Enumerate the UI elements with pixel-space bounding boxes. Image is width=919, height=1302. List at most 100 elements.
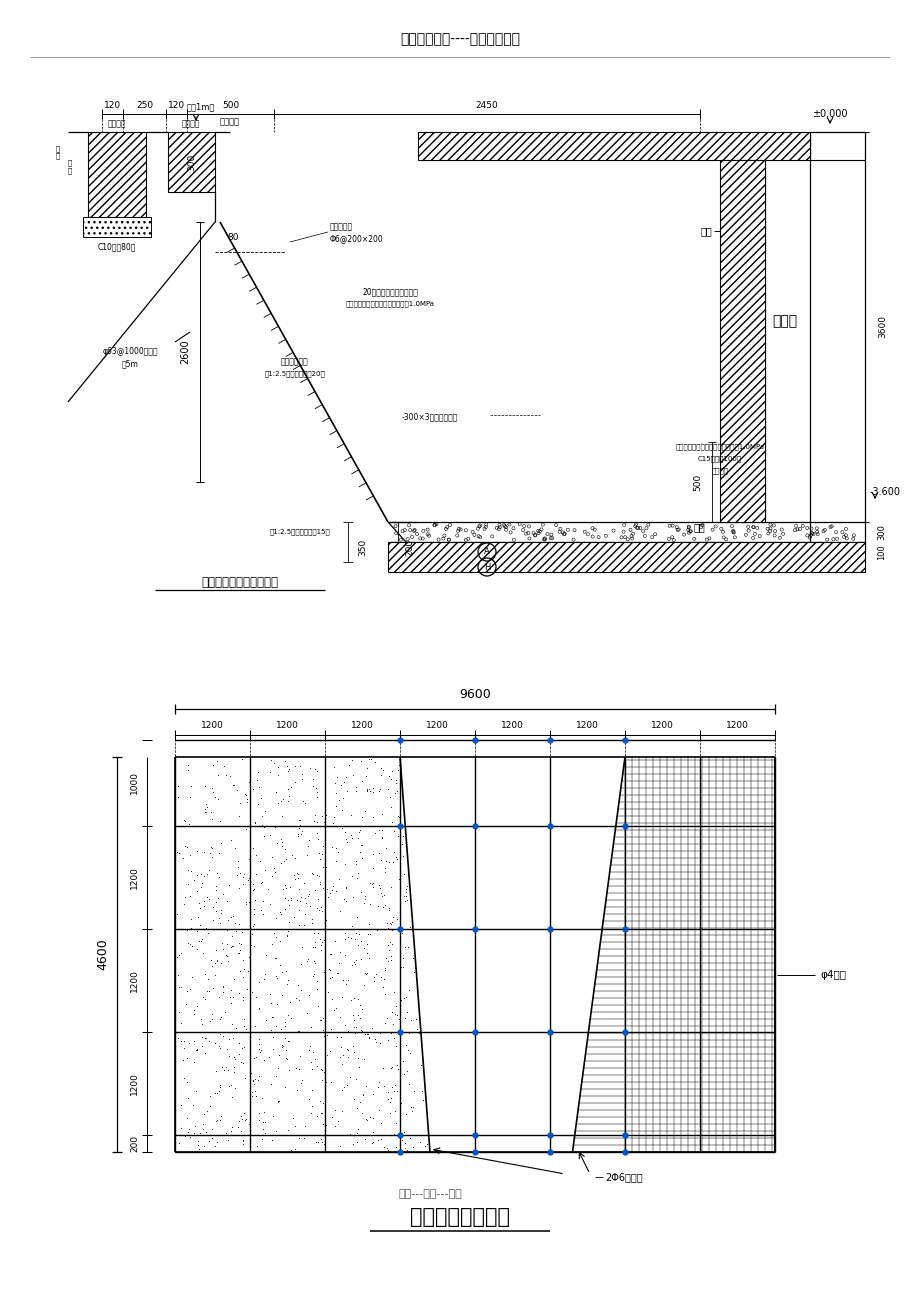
Point: [470, 518, 484, 539]
Point: [294, 979, 309, 1000]
Point: [586, 519, 601, 540]
Point: [385, 911, 400, 932]
Point: [239, 1108, 254, 1129]
Point: [421, 525, 436, 546]
Point: [243, 1125, 257, 1146]
Point: [708, 516, 722, 536]
Point: [724, 516, 739, 536]
Point: [805, 523, 820, 544]
Point: [307, 937, 322, 958]
Point: [453, 519, 468, 540]
Point: [348, 1017, 363, 1038]
Point: [244, 935, 258, 956]
Text: 1200: 1200: [651, 721, 674, 730]
Point: [317, 751, 332, 772]
Point: [307, 932, 322, 953]
Point: [271, 1091, 286, 1112]
Point: [353, 881, 368, 902]
Point: [279, 924, 294, 945]
Point: [344, 927, 358, 948]
Point: [386, 820, 401, 841]
Point: [313, 940, 328, 961]
Point: [498, 519, 513, 540]
Point: [307, 805, 322, 825]
Point: [198, 988, 212, 1009]
Point: [262, 824, 277, 845]
Point: [521, 516, 536, 536]
Point: [725, 522, 740, 543]
Point: [295, 768, 310, 789]
Point: [241, 816, 255, 837]
Point: [193, 863, 208, 884]
Point: [726, 522, 741, 543]
Point: [188, 1081, 203, 1101]
Point: [417, 1135, 432, 1156]
Point: [236, 863, 251, 884]
Point: [402, 516, 416, 536]
Point: [358, 963, 373, 984]
Point: [291, 818, 306, 838]
Point: [176, 1049, 190, 1070]
Point: [264, 1130, 278, 1151]
Point: [345, 866, 359, 887]
Point: [335, 1100, 349, 1121]
Point: [196, 1135, 210, 1156]
Bar: [168, 132, 215, 191]
Point: [584, 518, 599, 539]
Point: [237, 1009, 252, 1030]
Point: [246, 837, 261, 858]
Point: [278, 1048, 293, 1069]
Point: [392, 1060, 407, 1081]
Point: [380, 1139, 395, 1160]
Point: [255, 1101, 270, 1122]
Point: [235, 867, 250, 888]
Point: [323, 883, 337, 904]
Point: [253, 1042, 267, 1062]
Point: [386, 1124, 401, 1144]
Point: [828, 522, 843, 543]
Point: [327, 772, 342, 793]
Point: [248, 987, 263, 1008]
Point: [310, 823, 324, 844]
Point: [235, 1053, 250, 1074]
Point: [265, 934, 279, 954]
Point: [176, 893, 191, 914]
Point: [304, 913, 319, 934]
Point: [272, 954, 287, 975]
Point: [623, 526, 638, 547]
Point: [350, 863, 365, 884]
Point: [328, 796, 343, 816]
Point: [361, 947, 376, 967]
Point: [380, 1082, 395, 1103]
Point: [230, 857, 244, 878]
Point: [403, 1096, 418, 1117]
Point: [384, 1057, 399, 1078]
Point: [213, 953, 228, 974]
Point: [801, 527, 816, 548]
Point: [251, 1066, 266, 1087]
Point: [254, 815, 268, 836]
Text: 1200: 1200: [276, 721, 299, 730]
Point: [201, 980, 216, 1001]
Point: [420, 523, 435, 544]
Text: -3.600: -3.600: [868, 487, 900, 497]
Point: [374, 827, 389, 848]
Point: [393, 818, 408, 838]
Point: [237, 1016, 252, 1036]
Point: [662, 516, 676, 536]
Point: [766, 516, 780, 536]
Point: [268, 907, 283, 928]
Bar: [83, 217, 151, 237]
Point: [328, 796, 343, 816]
Point: [310, 889, 324, 910]
Point: [281, 894, 296, 915]
Text: 120: 120: [104, 100, 121, 109]
Point: [388, 848, 403, 868]
Point: [183, 845, 198, 866]
Point: [323, 837, 338, 858]
Point: [704, 519, 719, 540]
Point: [181, 814, 196, 835]
Point: [628, 514, 642, 535]
Point: [551, 521, 566, 542]
Point: [277, 850, 291, 871]
